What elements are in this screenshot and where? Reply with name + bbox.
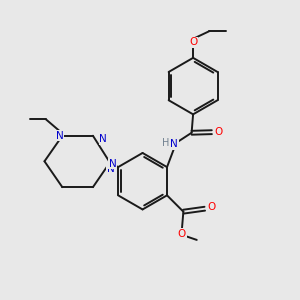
Text: N: N	[109, 159, 117, 169]
Text: O: O	[189, 38, 197, 47]
Text: O: O	[207, 202, 215, 212]
Text: N: N	[107, 164, 115, 174]
Text: H: H	[162, 138, 170, 148]
Text: O: O	[214, 127, 223, 137]
Text: N: N	[99, 134, 107, 144]
Text: N: N	[56, 131, 64, 141]
Text: N: N	[170, 139, 178, 149]
Text: O: O	[178, 229, 186, 239]
